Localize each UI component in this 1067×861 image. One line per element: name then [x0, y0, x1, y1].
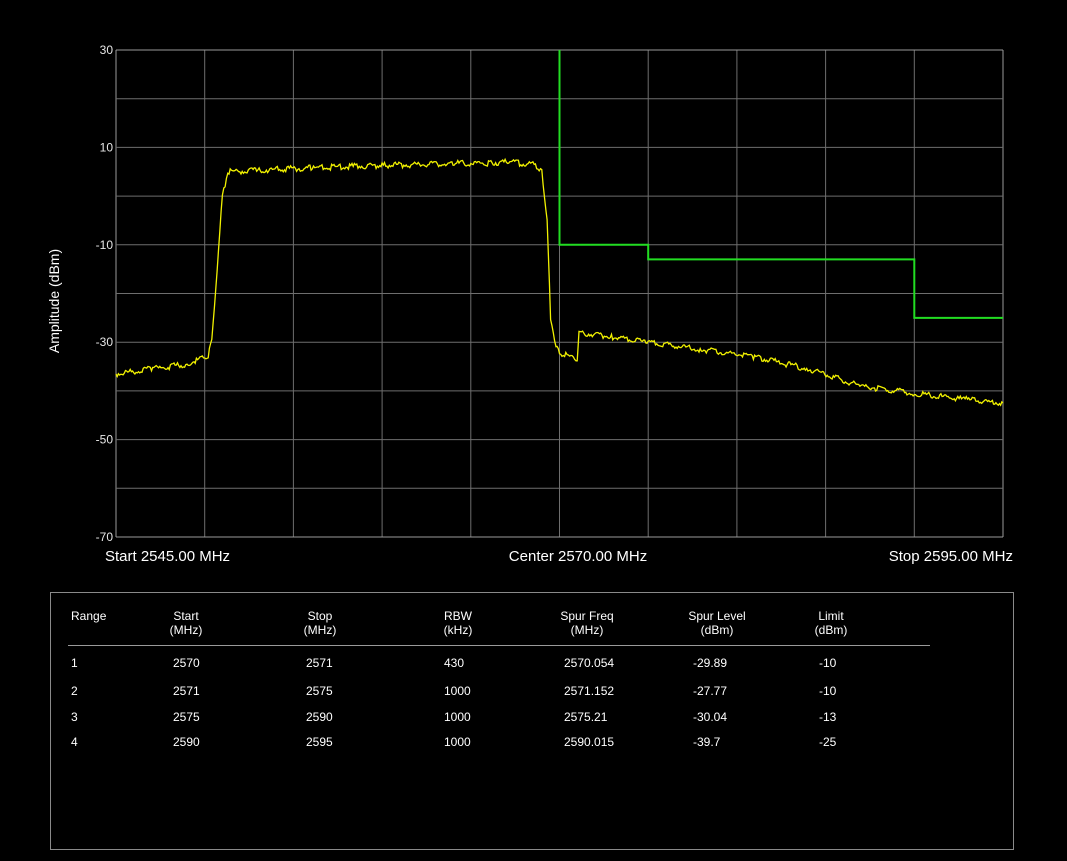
cell-spur-level: -27.77 — [693, 684, 728, 698]
table-row: 3 2575 2590 1000 2575.21 -30.04 -13 — [51, 710, 1013, 730]
cell-spur-level: -39.7 — [693, 735, 721, 749]
spectrum-plot-panel: 30 10 -10 -30 -50 -70 Amplitude (dBm) Start 2… — [10, 10, 1057, 578]
header-stop: Stop (MHz) — [303, 609, 337, 637]
limit-line — [558, 50, 1003, 319]
cell-start: 2590 — [173, 735, 200, 749]
center-frequency-label: Center 2570.00 MHz — [509, 548, 647, 565]
cell-stop: 2575 — [306, 684, 333, 698]
spectrum-chart: 30 10 -10 -30 -50 -70 Amplitude (dBm) Start 2… — [46, 43, 1013, 565]
y-ticks: 30 10 -10 -30 -50 -70 — [96, 43, 114, 544]
table-row: 1 2570 2571 430 2570.054 -29.89 -10 — [51, 656, 1013, 676]
y-tick-label: -30 — [96, 335, 114, 349]
cell-rbw: 1000 — [444, 684, 471, 698]
spurious-results-table: Range Start (MHz) Stop (MHz) RBW (kHz) Spur… — [50, 592, 1014, 850]
cell-spur-level: -30.04 — [693, 710, 728, 724]
cell-spur-level: -29.89 — [693, 656, 728, 670]
y-axis-label: Amplitude (dBm) — [46, 249, 62, 353]
y-tick-label: -70 — [96, 530, 114, 544]
cell-limit: -10 — [819, 656, 837, 670]
header-spur-freq: Spur Freq (MHz) — [560, 609, 614, 637]
y-tick-label: -10 — [96, 238, 114, 252]
cell-start: 2570 — [173, 656, 200, 670]
cell-limit: -10 — [819, 684, 837, 698]
spectrum-trace — [115, 157, 1004, 407]
cell-range: 2 — [71, 684, 78, 698]
header-limit: Limit (dBm) — [814, 609, 848, 637]
y-tick-label: 30 — [100, 43, 114, 57]
cell-range: 3 — [71, 710, 78, 724]
y-tick-label: -50 — [96, 433, 114, 447]
cell-spur-freq: 2590.015 — [564, 735, 615, 749]
header-spur-level: Spur Level (dBm) — [688, 609, 746, 637]
cell-stop: 2571 — [306, 656, 333, 670]
table-row: 4 2590 2595 1000 2590.015 -39.7 -25 — [51, 735, 1013, 755]
cell-start: 2575 — [173, 710, 200, 724]
cell-spur-freq: 2575.21 — [564, 710, 608, 724]
table-row: 2 2571 2575 1000 2571.152 -27.77 -10 — [51, 684, 1013, 704]
cell-rbw: 1000 — [444, 710, 471, 724]
cell-limit: -13 — [819, 710, 837, 724]
cell-stop: 2595 — [306, 735, 333, 749]
cell-range: 4 — [71, 735, 78, 749]
header-rbw: RBW (kHz) — [443, 609, 473, 637]
series-layer — [115, 50, 1004, 407]
cell-limit: -25 — [819, 735, 837, 749]
cell-spur-freq: 2570.054 — [564, 656, 615, 670]
start-frequency-label: Start 2545.00 MHz — [105, 548, 230, 565]
cell-spur-freq: 2571.152 — [564, 684, 615, 698]
cell-start: 2571 — [173, 684, 200, 698]
cell-rbw: 1000 — [444, 735, 471, 749]
header-start: Start (MHz) — [169, 609, 203, 637]
header-range: Range — [71, 609, 107, 623]
stop-frequency-label: Stop 2595.00 MHz — [889, 548, 1013, 565]
cell-rbw: 430 — [444, 656, 465, 670]
header-divider — [68, 645, 930, 646]
y-tick-label: 10 — [100, 140, 114, 154]
cell-stop: 2590 — [306, 710, 333, 724]
cell-range: 1 — [71, 656, 78, 670]
